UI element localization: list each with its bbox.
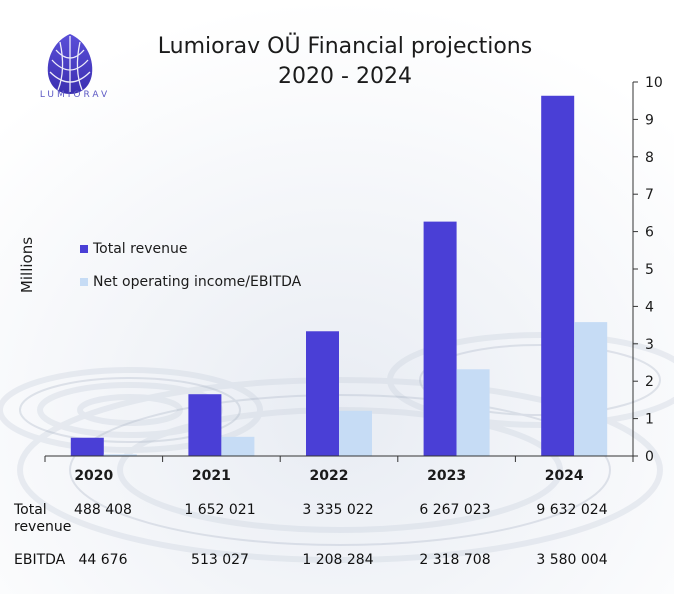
table-cell: 513 027 (191, 552, 249, 568)
bar-ebitda (456, 369, 490, 456)
table-cell: 1 652 021 (184, 502, 256, 518)
y-tick-label: 6 (645, 225, 654, 241)
y-tick-label: 9 (645, 112, 654, 128)
chart-title-block: Lumiorav OÜ Financial projections 2020 -… (110, 32, 580, 92)
table-cell: 1 208 284 (302, 552, 374, 568)
y-tick-label: 0 (645, 449, 654, 465)
x-tick-label: 2020 (74, 468, 113, 484)
y-tick-label: 7 (645, 187, 654, 203)
table-cell: 9 632 024 (536, 502, 608, 518)
x-tick-label: 2021 (192, 468, 231, 484)
x-tick-label: 2023 (427, 468, 466, 484)
legend-label-total-revenue: Total revenue (93, 241, 188, 257)
y-tick-label: 2 (645, 374, 654, 390)
bar-total-revenue (423, 221, 457, 456)
x-tick-label: 2024 (545, 468, 584, 484)
legend-swatch-total-revenue (80, 245, 88, 253)
chart-subtitle: 2020 - 2024 (278, 64, 412, 89)
bar-ebitda (339, 410, 372, 456)
pinecone-logo-icon (47, 34, 93, 94)
table-cell: 3 335 022 (302, 502, 374, 518)
legend-item-ebitda: Net operating income/EBITDA (80, 271, 301, 293)
table-cell: 488 408 (74, 502, 132, 518)
table-cell: 6 267 023 (419, 502, 491, 518)
x-tick-label: 2022 (310, 468, 349, 484)
chart-legend: Total revenue Net operating income/EBITD… (80, 238, 301, 304)
bar-total-revenue (188, 394, 222, 456)
y-tick-label: 10 (645, 75, 663, 91)
chart-title: Lumiorav OÜ Financial projections (157, 34, 533, 59)
y-tick-label: 1 (645, 412, 654, 428)
y-tick-label: 8 (645, 150, 654, 166)
row-label-ebitda: EBITDA (14, 552, 66, 568)
table-cell: 44 676 (78, 552, 128, 568)
bar-ebitda (221, 436, 255, 456)
table-cell: 2 318 708 (419, 552, 491, 568)
y-tick-label: 5 (645, 262, 654, 278)
bar-total-revenue (541, 95, 575, 457)
legend-swatch-ebitda (80, 278, 88, 286)
row-label-total-revenue: Total revenue (14, 502, 72, 535)
bar-ebitda (103, 454, 137, 456)
bar-total-revenue (70, 437, 104, 456)
bar-ebitda (574, 322, 608, 456)
logo-wordmark: LUMIORAV (39, 90, 111, 100)
y-tick-label: 3 (645, 337, 654, 353)
table-cell: 3 580 004 (536, 552, 608, 568)
y-tick-label: 4 (645, 299, 654, 315)
bar-total-revenue (306, 331, 339, 456)
legend-item-total-revenue: Total revenue (80, 238, 301, 260)
legend-label-ebitda: Net operating income/EBITDA (93, 274, 302, 290)
